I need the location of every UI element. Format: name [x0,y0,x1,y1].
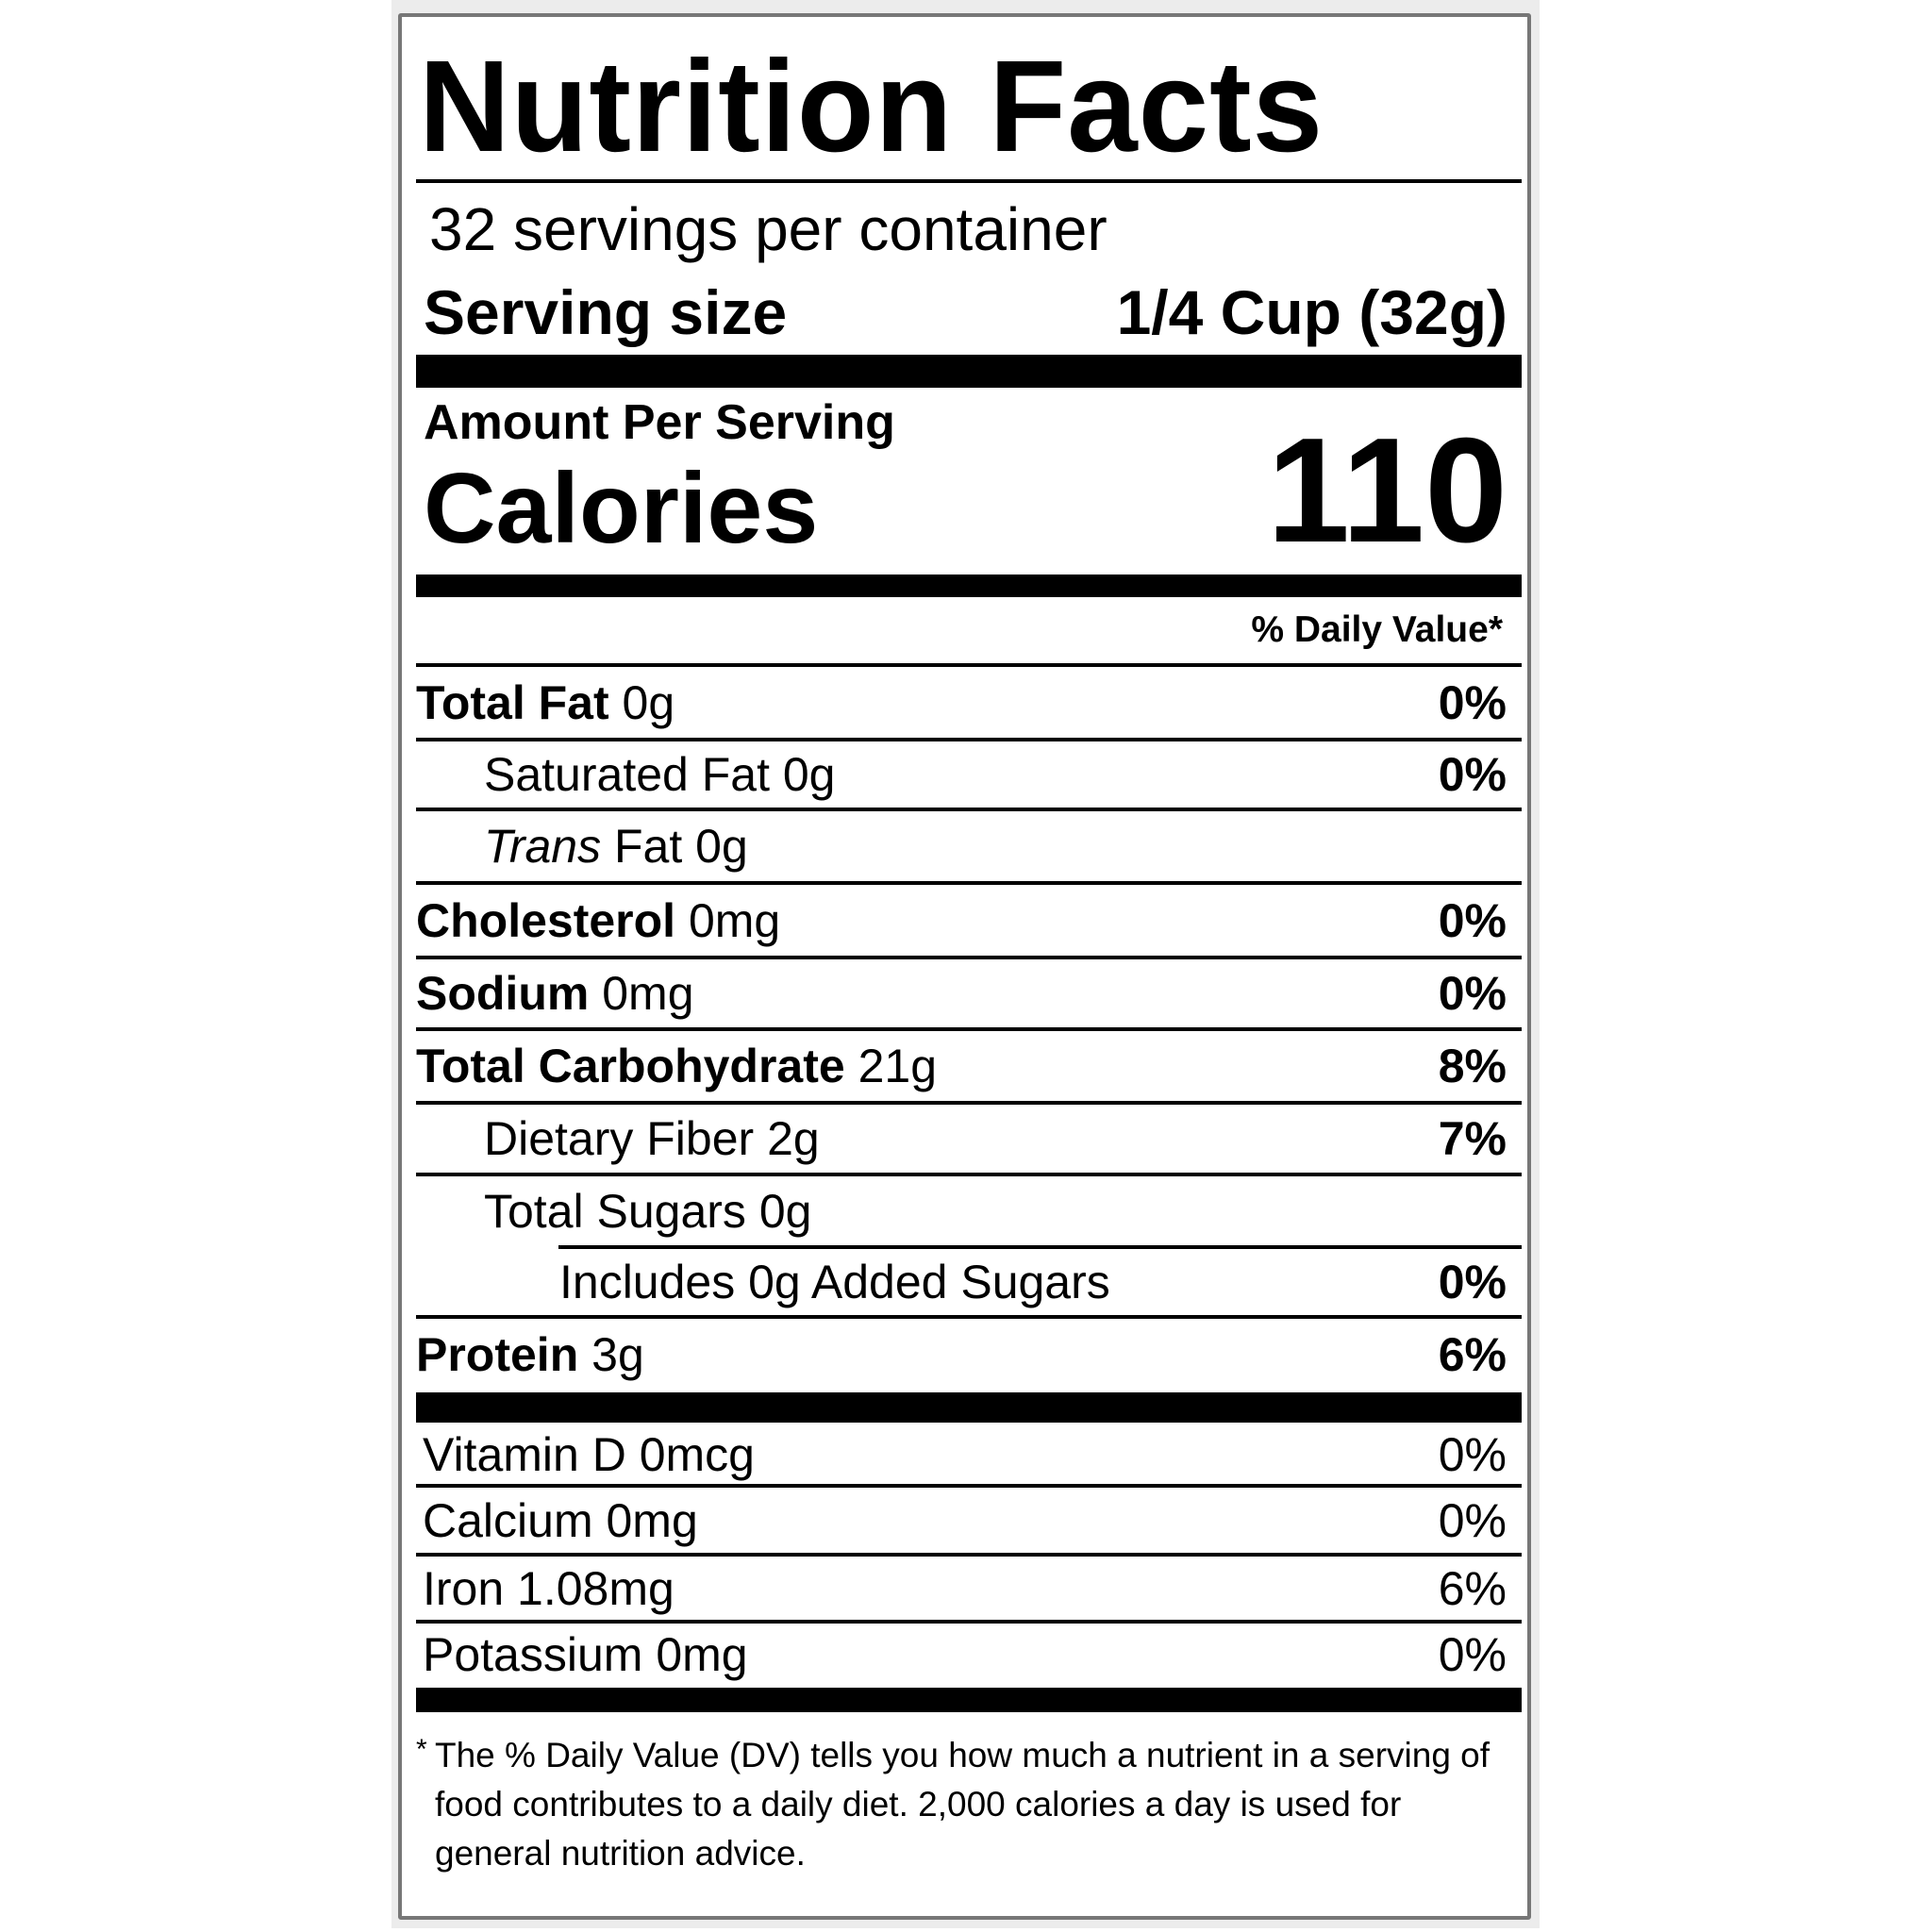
daily-value-percent: 8% [1438,1040,1507,1092]
divider [416,881,1522,885]
nutrient-label: Saturated Fat 0g [416,747,835,802]
divider [416,1484,1522,1488]
nutrient-rest: 0mg [602,967,694,1020]
nutrient-rest: Total Sugars 0g [484,1184,812,1238]
vitamin-row: Potassium 0mg 0% [423,1622,1507,1688]
thick-divider [416,355,1522,388]
daily-value-header: % Daily Value* [1251,609,1503,650]
divider [416,808,1522,811]
nutrient-bold: Cholesterol [416,893,676,947]
divider [416,1101,1522,1105]
divider [416,179,1522,183]
nutrient-rest: 3g [591,1328,644,1381]
daily-value-percent: 0% [1438,1628,1507,1681]
nutrient-row-total-carbohydrate: Total Carbohydrate 21g 8% [416,1029,1507,1103]
nutrient-label: Dietary Fiber 2g [416,1111,820,1166]
divider [416,1027,1522,1031]
daily-value-percent: 0% [1438,1493,1507,1547]
footnote-marker: * [416,1734,427,1765]
nutrient-rest: Includes 0g Added Sugars [559,1256,1110,1308]
vitamin-row: Vitamin D 0mcg 0% [423,1423,1507,1486]
nutrient-bold: Protein [416,1328,579,1381]
nutrient-label: Total Sugars 0g [416,1184,811,1239]
amount-per-serving: Amount Per Serving [424,395,895,450]
nutrient-row-protein: Protein 3g 6% [416,1317,1507,1392]
daily-value-percent: 6% [1438,1561,1507,1615]
nutrient-label: Cholesterol 0mg [416,893,780,948]
daily-value-percent: 6% [1438,1328,1507,1381]
daily-value-percent: 7% [1438,1112,1507,1165]
daily-value-percent: 0% [1438,893,1507,947]
divider [416,1620,1522,1624]
nutrient-row-dietary-fiber: Dietary Fiber 2g 7% [416,1103,1507,1174]
nutrient-rest: 0mg [688,893,781,947]
divider [416,738,1522,741]
nutrient-row-sodium: Sodium 0mg 0% [416,958,1507,1029]
thick-divider [416,575,1522,597]
vitamin-label: Calcium 0mg [423,1493,698,1547]
footnote-text: The % Daily Value (DV) tells you how muc… [435,1736,1491,1873]
nutrient-label: Total Carbohydrate 21g [416,1039,937,1093]
daily-value-percent: 0% [1438,675,1507,729]
vitamin-label: Iron 1.08mg [423,1561,675,1615]
calories-value: 110 [1267,408,1507,574]
nutrient-rest: 0g [622,675,675,729]
nutrient-bold: Sodium [416,967,590,1020]
nutrient-row-added-sugars: Includes 0g Added Sugars 0% [416,1247,1507,1317]
divider [416,1315,1522,1319]
nutrient-label: Includes 0g Added Sugars [416,1255,1110,1309]
divider [416,1553,1522,1557]
nutrient-rest: Dietary Fiber 2g [484,1112,820,1165]
nutrient-bold: Total Fat [416,675,609,729]
serving-size-label: Serving size [424,277,788,347]
nutrition-label-border [398,13,1531,1920]
calories-label: Calories [424,453,819,564]
nutrient-label: Sodium 0mg [416,966,694,1021]
servings-per-container: 32 servings per container [429,195,1108,263]
nutrient-label: Protein 3g [416,1327,644,1382]
nutrient-rest: Fat 0g [614,820,748,873]
vitamin-row: Calcium 0mg 0% [423,1486,1507,1555]
label-title: Nutrition Facts [419,34,1324,179]
nutrient-rest: Saturated Fat 0g [484,748,836,801]
nutrient-label: Total Fat 0g [416,675,675,730]
nutrient-row-trans-fat: Trans Fat 0g [416,809,1507,883]
serving-size-value: 1/4 Cup (32g) [1116,277,1507,347]
divider [416,663,1522,667]
nutrient-bold: Total Carbohydrate [416,1040,845,1092]
divider [558,1245,1522,1249]
nutrient-rest: 21g [858,1040,938,1092]
nutrient-row-total-sugars: Total Sugars 0g [416,1174,1507,1247]
vitamin-label: Potassium 0mg [423,1628,748,1681]
vitamin-label: Vitamin D 0mcg [423,1427,755,1481]
thick-divider [416,1392,1522,1423]
nutrient-row-cholesterol: Cholesterol 0mg 0% [416,883,1507,958]
nutrient-label: Trans Fat 0g [416,819,748,874]
daily-value-percent: 0% [1438,967,1507,1020]
nutrient-italic: Trans [484,820,602,873]
daily-value-percent: 0% [1438,1427,1507,1481]
divider [416,1173,1522,1176]
daily-value-percent: 0% [1438,748,1507,801]
footnote: * The % Daily Value (DV) tells you how m… [416,1731,1501,1878]
thick-divider [416,1688,1522,1712]
vitamin-row: Iron 1.08mg 6% [423,1555,1507,1622]
nutrient-row-total-fat: Total Fat 0g 0% [416,665,1507,740]
nutrient-row-saturated-fat: Saturated Fat 0g 0% [416,740,1507,809]
divider [416,956,1522,959]
daily-value-percent: 0% [1438,1256,1507,1308]
